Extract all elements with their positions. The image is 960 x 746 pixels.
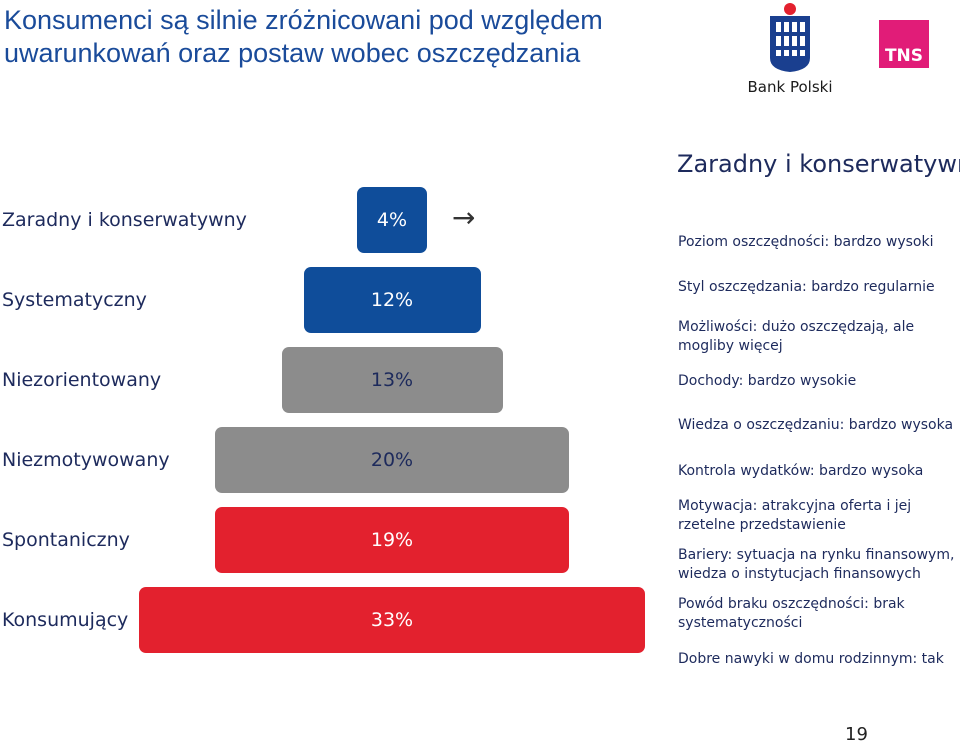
- page-title: Konsumenci są silnie zróżnicowani pod wz…: [4, 4, 644, 70]
- detail-item: Powód braku oszczędności: brak systematy…: [678, 596, 905, 631]
- segment-value: 20%: [370, 449, 414, 471]
- detail-item: Dochody: bardzo wysokie: [678, 373, 857, 389]
- page-title-line-1: Konsumenci są silnie zróżnicowani pod wz…: [4, 5, 603, 35]
- detail-item: Poziom oszczędności: bardzo wysoki: [678, 234, 934, 250]
- page-title-line-2: uwarunkowań oraz postaw wobec oszczędzan…: [4, 38, 581, 68]
- page-number: 19: [845, 724, 868, 745]
- segment-label: Zaradny i konserwatywny: [2, 209, 247, 231]
- detail-item: Dobre nawyki w domu rodzinnym: tak: [678, 651, 944, 667]
- segment-bar: 4%: [357, 187, 427, 253]
- detail-title: Zaradny i konserwatywny: [677, 150, 960, 178]
- segment-bar: 20%: [215, 427, 569, 493]
- segment-bar: 12%: [303, 267, 481, 333]
- detail-item: Możliwości: dużo oszczędzają, ale moglib…: [678, 319, 915, 354]
- detail-item: Motywacja: atrakcyjna oferta i jej rzete…: [678, 498, 912, 533]
- segment-value: 13%: [370, 369, 414, 391]
- segment-label: Niezorientowany: [2, 369, 162, 391]
- segment-value: 19%: [370, 529, 414, 551]
- tns-logo: TNS: [879, 20, 929, 68]
- segment-label: Systematyczny: [2, 289, 147, 311]
- pko-logo: [770, 3, 810, 72]
- segment-bar: 19%: [215, 507, 569, 573]
- tns-logo-text: TNS: [884, 46, 924, 66]
- segment-bar: 13%: [281, 347, 503, 413]
- detail-item: Bariery: sytuacja na rynku finansowym, w…: [678, 547, 955, 582]
- segment-label: Niezmotywowany: [2, 449, 170, 471]
- detail-item: Wiedza o oszczędzaniu: bardzo wysoka: [678, 417, 954, 433]
- segment-bar: 33%: [139, 587, 645, 653]
- bank-name: Bank Polski: [747, 78, 833, 96]
- segment-label: Spontaniczny: [2, 529, 130, 551]
- segment-label: Konsumujący: [2, 609, 129, 631]
- segment-value: 33%: [370, 609, 414, 631]
- detail-item: Styl oszczędzania: bardzo regularnie: [678, 279, 935, 295]
- segment-value: 12%: [370, 289, 414, 311]
- detail-item: Kontrola wydatków: bardzo wysoka: [678, 463, 924, 479]
- arrow-right-icon: →: [452, 201, 476, 234]
- segment-value: 4%: [376, 209, 408, 231]
